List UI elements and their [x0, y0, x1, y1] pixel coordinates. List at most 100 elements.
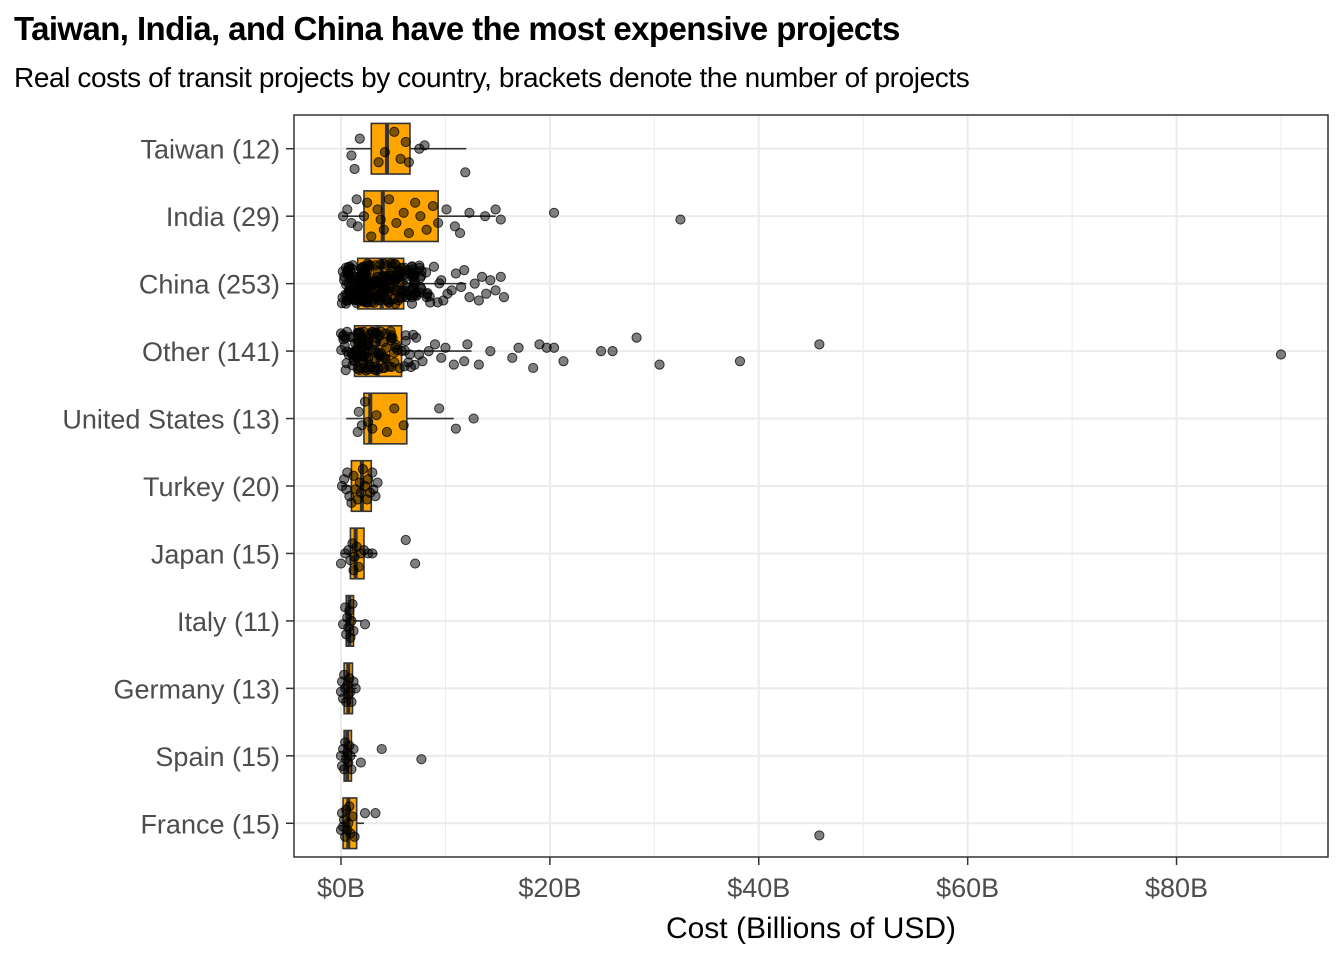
- y-tick-label: Turkey (20): [143, 472, 280, 502]
- data-point: [460, 167, 471, 178]
- y-tick-label: Japan (15): [151, 539, 280, 569]
- data-point: [1275, 349, 1287, 360]
- data-point: [395, 153, 406, 164]
- data-point: [415, 281, 426, 293]
- data-point: [419, 140, 430, 151]
- data-point: [353, 327, 364, 338]
- data-point: [371, 410, 382, 421]
- data-point: [346, 150, 357, 161]
- data-point: [480, 211, 491, 222]
- data-point: [389, 403, 400, 414]
- data-point: [353, 406, 364, 417]
- data-point: [386, 258, 397, 269]
- data-point: [367, 467, 378, 478]
- data-point: [607, 345, 618, 357]
- data-point: [350, 683, 361, 694]
- data-point: [373, 157, 384, 168]
- data-point: [485, 345, 496, 357]
- data-point: [339, 275, 350, 286]
- data-point: [421, 224, 432, 235]
- data-point: [440, 342, 451, 353]
- data-point: [355, 757, 366, 768]
- data-point: [417, 356, 428, 367]
- data-point: [528, 362, 539, 374]
- data-point: [367, 423, 378, 434]
- data-point: [375, 214, 386, 225]
- data-point: [490, 204, 501, 215]
- data-point: [389, 357, 400, 368]
- data-point: [342, 204, 353, 215]
- x-axis: $0B $20B $40B $60B $80B: [317, 857, 1208, 903]
- data-point: [421, 292, 432, 303]
- data-point: [416, 754, 427, 765]
- data-point: [357, 464, 369, 475]
- data-point: [400, 136, 411, 148]
- data-point: [370, 491, 381, 502]
- grid-lines: [294, 115, 1328, 857]
- y-tick-label: United States (13): [62, 405, 280, 435]
- data-point: [390, 339, 402, 351]
- chart-subtitle: Real costs of transit projects by countr…: [14, 62, 970, 93]
- data-point: [359, 619, 371, 630]
- data-point: [631, 332, 642, 343]
- data-point: [448, 359, 459, 370]
- y-tick-label: France (15): [140, 809, 280, 839]
- data-point: [381, 426, 393, 438]
- data-point: [362, 197, 373, 208]
- data-point: [473, 295, 484, 306]
- data-point: [481, 288, 492, 299]
- data-point: [595, 345, 607, 357]
- data-point: [558, 356, 569, 367]
- data-point: [367, 344, 378, 355]
- data-point: [372, 271, 383, 282]
- data-point: [513, 342, 524, 353]
- data-point: [378, 352, 389, 363]
- data-point: [464, 292, 475, 303]
- data-point: [429, 339, 441, 350]
- data-point: [456, 281, 467, 293]
- y-tick-label: Taiwan (12): [140, 135, 280, 165]
- data-point: [347, 360, 358, 371]
- data-point: [351, 298, 362, 309]
- data-point: [459, 265, 470, 276]
- data-point: [366, 326, 378, 338]
- data-point: [464, 207, 475, 218]
- data-point: [346, 696, 357, 707]
- data-point: [403, 157, 414, 168]
- data-point: [383, 194, 395, 205]
- data-point: [351, 194, 362, 205]
- data-point: [348, 565, 359, 576]
- data-point: [353, 281, 364, 293]
- data-point: [476, 271, 488, 282]
- data-point: [389, 126, 400, 137]
- data-point: [405, 361, 417, 373]
- data-point: [355, 362, 366, 373]
- data-point: [364, 288, 375, 299]
- data-point: [427, 200, 439, 212]
- data-point: [490, 285, 501, 296]
- data-point: [675, 214, 686, 225]
- data-point: [380, 328, 391, 339]
- y-tick-label: Germany (13): [113, 674, 280, 704]
- data-point: [469, 278, 480, 289]
- data-point: [468, 413, 479, 424]
- data-point: [380, 285, 392, 296]
- data-point: [347, 811, 358, 822]
- y-tick-label: Spain (15): [155, 742, 280, 772]
- data-point: [814, 830, 825, 841]
- data-point: [391, 217, 402, 229]
- data-point: [352, 221, 363, 232]
- data-point: [438, 295, 449, 306]
- data-point: [507, 352, 518, 363]
- data-point: [400, 534, 411, 546]
- data-point: [411, 332, 422, 343]
- y-axis: Taiwan (12) India (29) China (253) Other (1…: [62, 135, 294, 839]
- data-point: [462, 339, 473, 350]
- data-point: [415, 211, 426, 222]
- data-point: [654, 359, 665, 370]
- data-point: [348, 743, 359, 755]
- data-point: [473, 359, 484, 370]
- data-point: [367, 548, 378, 559]
- data-point: [734, 356, 746, 367]
